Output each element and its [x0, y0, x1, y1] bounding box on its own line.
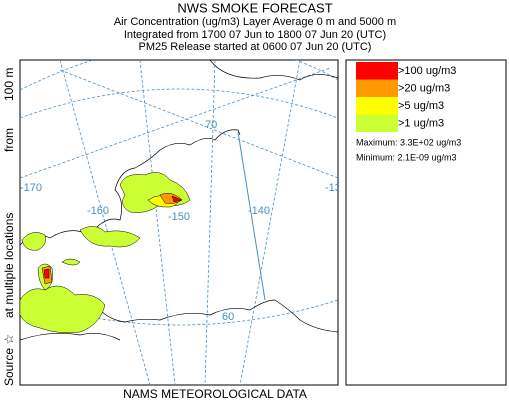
side-text: Source ☆ — [2, 334, 16, 386]
legend-label: >1 ug/m3 — [398, 117, 444, 129]
plume — [79, 226, 141, 248]
coastline — [20, 333, 121, 341]
grid-line — [204, 60, 216, 385]
plume — [171, 195, 183, 203]
grid-label: 60 — [222, 311, 234, 323]
side-text: from — [2, 128, 16, 152]
subtitle: Integrated from 1700 07 Jun to 1800 07 J… — [124, 29, 386, 41]
legend-swatch — [356, 97, 398, 115]
grid-line — [139, 60, 176, 385]
legend-label: >5 ug/m3 — [398, 100, 444, 112]
side-text: 100 m — [2, 68, 16, 101]
map: -170 -160 -150 -140 -130 70 60 — [20, 60, 347, 385]
subtitle: Air Concentration (ug/m3) Layer Average … — [114, 16, 396, 28]
legend-swatch — [356, 62, 398, 80]
legend: >100 ug/m3 >20 ug/m3 >5 ug/m3 >1 ug/m3 — [356, 62, 456, 132]
grid-line — [20, 60, 338, 91]
grid-line — [20, 88, 338, 119]
title: NWS SMOKE FORECAST — [177, 0, 332, 15]
subtitle: PM25 Release started at 0600 07 Jun 20 (… — [139, 41, 372, 53]
legend-min: Minimum: 2.1E-09 ug/m3 — [356, 152, 457, 162]
grid-line — [20, 299, 338, 326]
plumes — [20, 172, 191, 334]
side-label: Source ☆ at multiple locations from 100 … — [2, 68, 16, 386]
side-text: at multiple locations — [2, 213, 16, 318]
legend-label: >100 ug/m3 — [398, 65, 456, 77]
grid-line — [59, 60, 151, 385]
coastline — [274, 299, 338, 333]
plume — [61, 258, 81, 266]
coastline — [209, 60, 338, 81]
grid-label: -150 — [168, 211, 190, 223]
legend-swatch — [356, 79, 398, 97]
plume — [21, 232, 46, 251]
legend-max: Maximum: 3.3E+02 ug/m3 — [356, 137, 461, 147]
plume — [43, 268, 50, 279]
grid-label: -170 — [20, 182, 42, 194]
grid-line — [239, 60, 301, 385]
grid-label: -130 — [325, 182, 347, 194]
legend-label: >20 ug/m3 — [398, 82, 450, 94]
footer: NAMS METEOROLOGICAL DATA — [123, 387, 307, 401]
coastline — [20, 129, 241, 246]
border — [237, 131, 266, 301]
legend-swatch — [356, 114, 398, 132]
grid-label: -160 — [87, 205, 109, 217]
grid-label: 70 — [205, 119, 217, 131]
grid-label: -140 — [248, 205, 270, 217]
